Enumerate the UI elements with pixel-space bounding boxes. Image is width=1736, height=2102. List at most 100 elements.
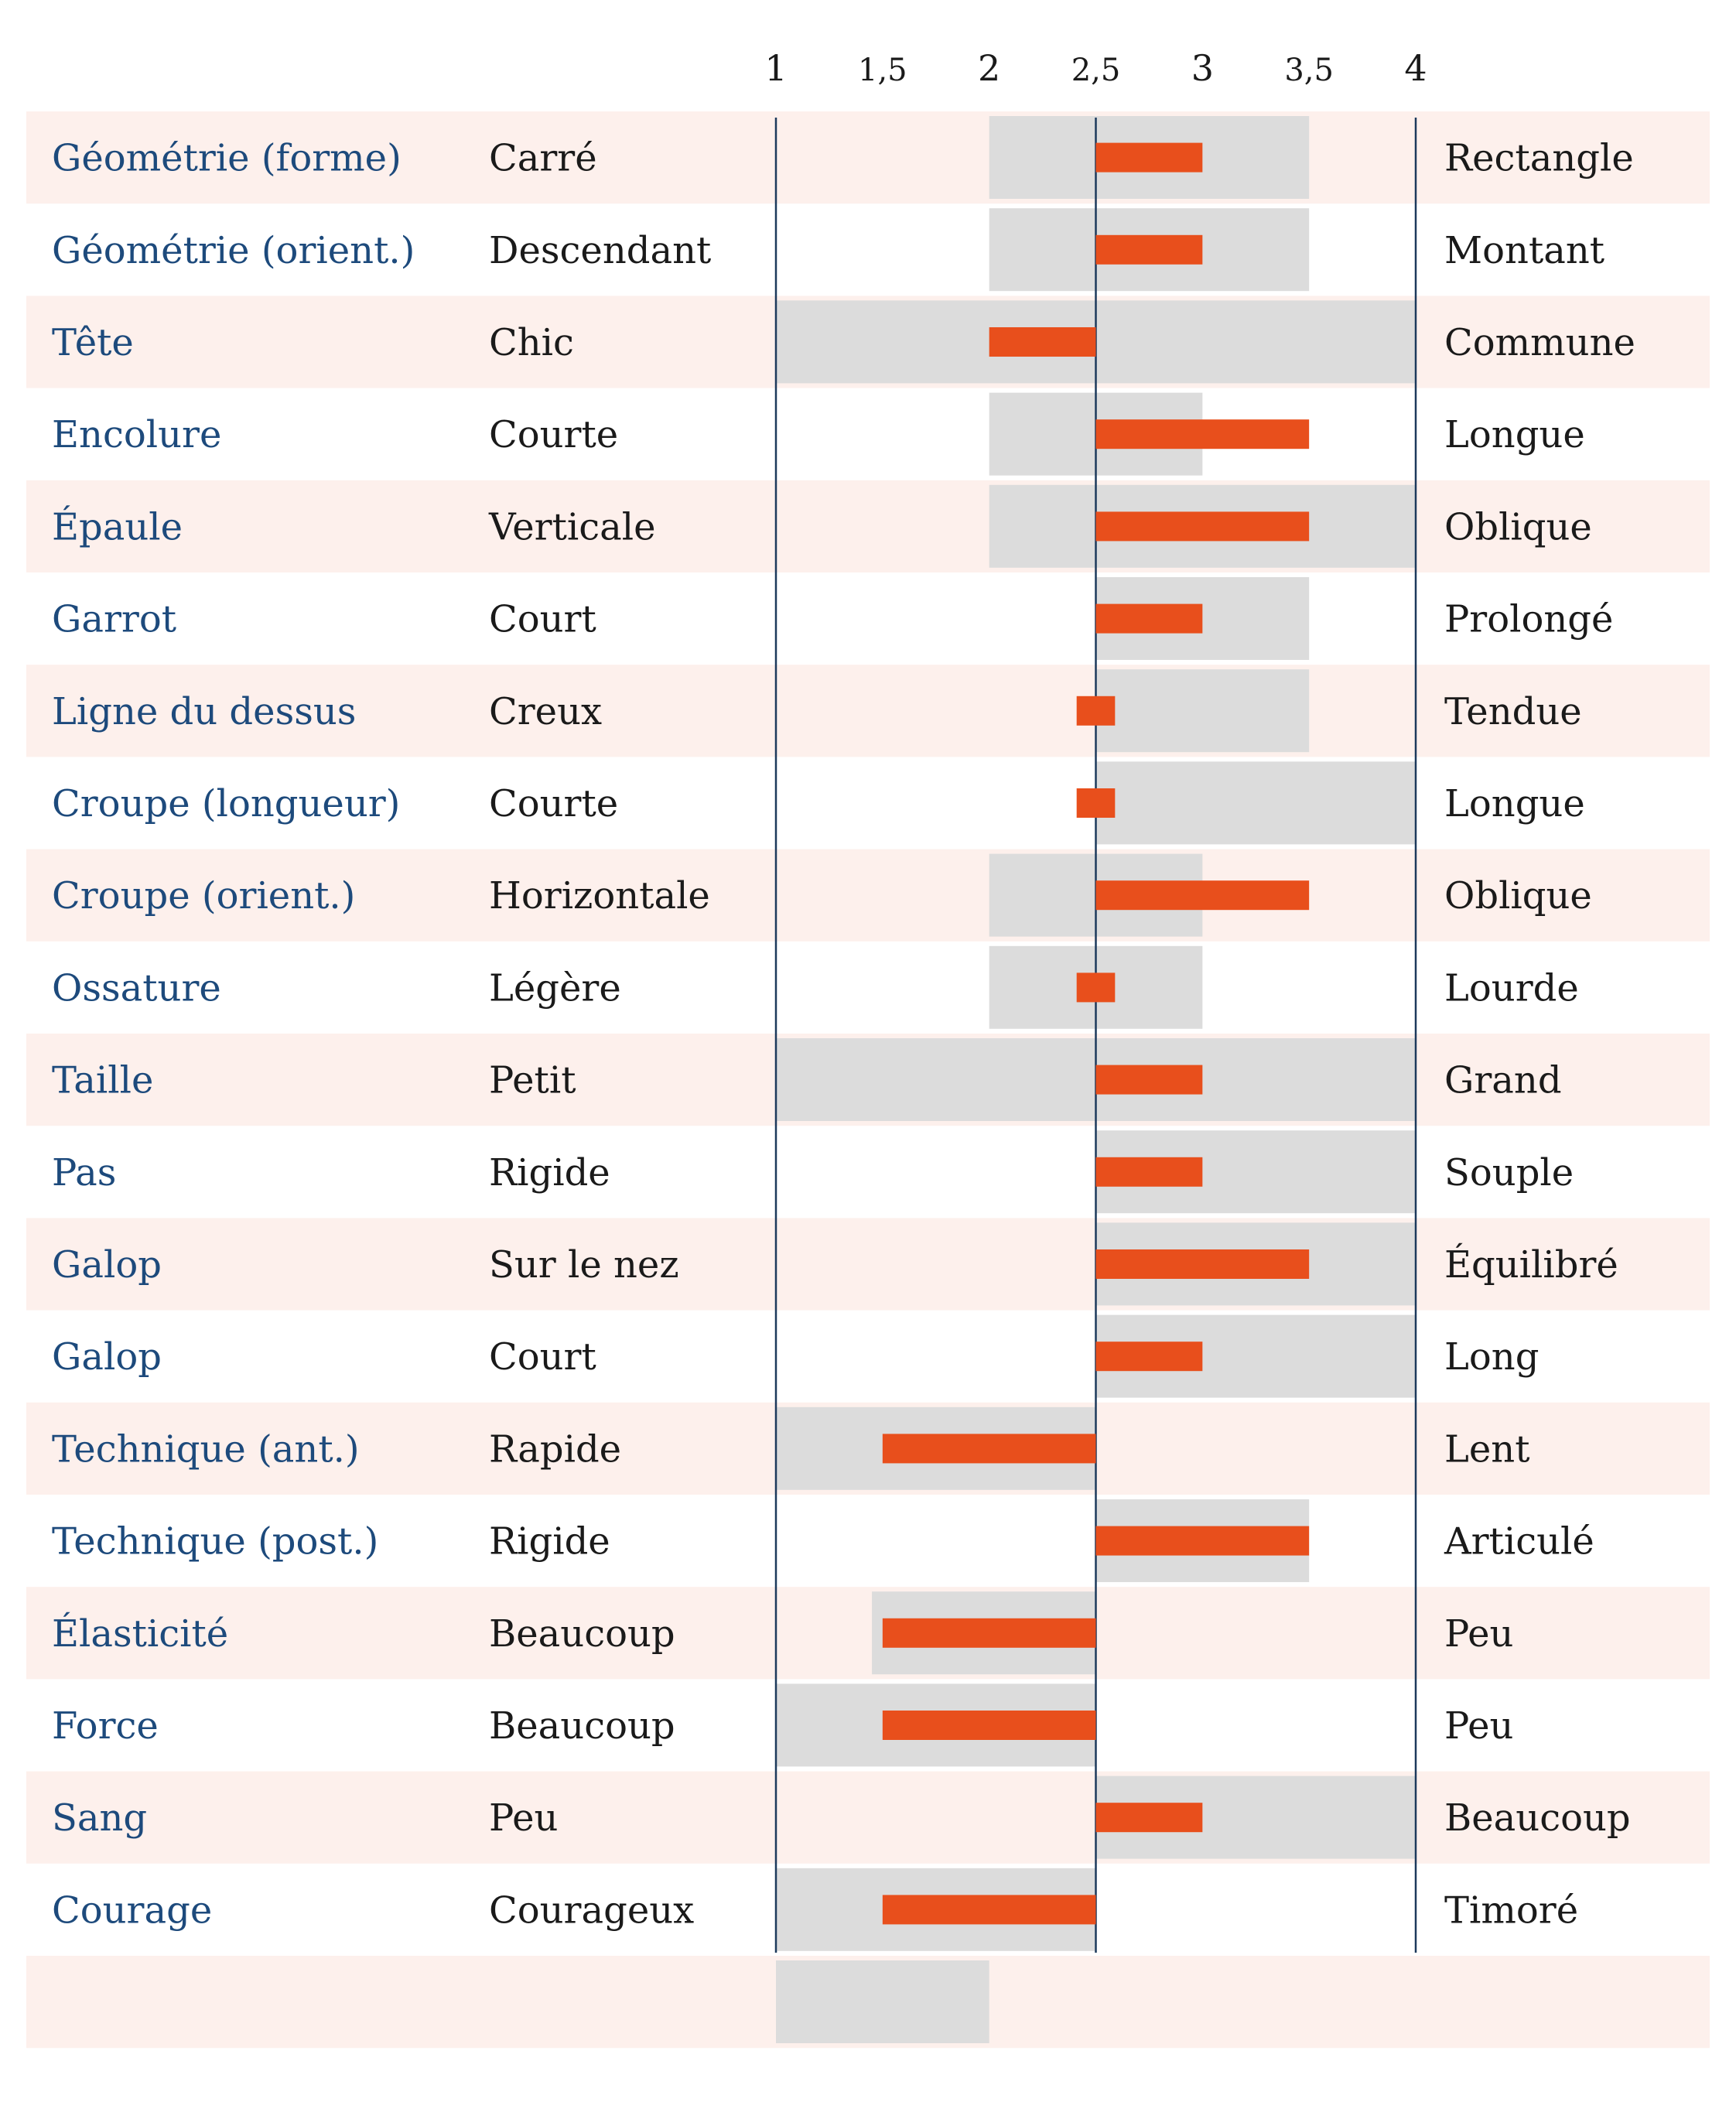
row-background	[26, 1771, 1710, 1864]
trait-label: Géométrie (forme)	[52, 137, 402, 180]
tick-label: 3,5	[1284, 53, 1334, 88]
range-band	[1095, 761, 1416, 845]
value-bar	[1095, 880, 1310, 911]
left-pole-label: Peu	[489, 1796, 558, 1840]
value-bar	[1095, 1157, 1203, 1187]
value-bar	[1095, 234, 1203, 265]
right-pole-label: Rectangle	[1444, 137, 1634, 180]
left-pole-label: Courte	[489, 413, 618, 456]
left-pole-label: Court	[489, 1335, 596, 1379]
right-pole-label: Long	[1444, 1335, 1539, 1379]
value-bar	[1076, 696, 1116, 726]
left-pole-label: Court	[489, 598, 596, 641]
trait-label: Pas	[52, 1151, 116, 1195]
value-bar	[1095, 419, 1310, 449]
trait-label: Sang	[52, 1796, 147, 1840]
value-bar	[1095, 603, 1203, 634]
right-pole-label: Équilibré	[1444, 1242, 1618, 1287]
right-pole-label: Peu	[1444, 1612, 1513, 1656]
trait-label: Ossature	[52, 966, 221, 1010]
left-pole-label: Beaucoup	[489, 1704, 675, 1748]
trait-label: Élasticité	[52, 1612, 228, 1656]
value-bar	[882, 1895, 1096, 1925]
trait-label: Taille	[52, 1059, 153, 1102]
value-bar	[1095, 1803, 1203, 1833]
trait-label: Garrot	[52, 598, 176, 641]
bar-layer	[882, 142, 1310, 1925]
value-bar	[882, 1618, 1096, 1648]
row-background	[26, 480, 1710, 572]
right-pole-label: Souple	[1444, 1151, 1574, 1195]
value-bar	[1095, 1249, 1310, 1279]
right-pole-label: Lourde	[1444, 966, 1579, 1010]
right-pole-label: Grand	[1444, 1059, 1562, 1102]
left-pole-label: Creux	[489, 690, 602, 733]
left-pole-label: Courte	[489, 782, 618, 825]
row-label-layer: Géométrie (forme) Carré Rectangle Géométrie…	[52, 137, 1635, 1933]
right-pole-label: Montant	[1444, 229, 1604, 272]
right-pole-label: Longue	[1444, 782, 1585, 825]
trait-label: Géométrie (orient.)	[52, 229, 415, 272]
left-pole-label: Carré	[489, 137, 597, 180]
right-pole-label: Prolongé	[1444, 598, 1613, 641]
value-bar	[1095, 1526, 1310, 1556]
right-pole-label: Longue	[1444, 413, 1585, 456]
row-background	[26, 849, 1710, 942]
trait-label: Force	[52, 1704, 159, 1748]
trait-label: Croupe (orient.)	[52, 874, 355, 918]
value-bar	[1076, 788, 1116, 818]
row-background	[26, 111, 1710, 204]
right-pole-label: Commune	[1444, 321, 1635, 364]
row-background	[26, 1587, 1710, 1680]
left-pole-label: Beaucoup	[489, 1612, 675, 1656]
right-pole-label: Oblique	[1444, 874, 1592, 918]
tick-label-layer: 1 1,5 2 2,5 3 3,5 4	[764, 47, 1427, 89]
tick-label: 1,5	[858, 53, 907, 88]
right-pole-label: Articulé	[1444, 1520, 1594, 1564]
tick-label: 2	[978, 47, 1000, 89]
right-pole-label: Lent	[1444, 1427, 1529, 1471]
trait-label: Ligne du dessus	[52, 690, 356, 733]
trait-label: Galop	[52, 1335, 162, 1379]
trait-label: Encolure	[52, 413, 221, 456]
left-pole-label: Horizontale	[489, 874, 710, 918]
value-bar	[1076, 972, 1116, 1003]
row-background	[26, 1218, 1710, 1311]
trait-label: Technique (ant.)	[52, 1427, 360, 1471]
tick-label: 3	[1191, 47, 1214, 89]
tick-label: 4	[1404, 47, 1427, 89]
tick-label: 1	[764, 47, 787, 89]
left-pole-label: Rigide	[489, 1151, 610, 1195]
value-bar	[1095, 1342, 1203, 1372]
trait-label: Tête	[52, 321, 134, 364]
right-pole-label: Beaucoup	[1444, 1796, 1631, 1840]
left-pole-label: Chic	[489, 321, 574, 364]
right-pole-label: Timoré	[1444, 1888, 1578, 1932]
value-bar	[1095, 1065, 1203, 1095]
right-pole-label: Peu	[1444, 1704, 1513, 1748]
left-pole-label: Descendant	[489, 229, 711, 272]
value-bar	[1095, 142, 1203, 173]
left-pole-label: Rigide	[489, 1520, 610, 1564]
left-pole-label: Sur le nez	[489, 1243, 679, 1287]
left-pole-label: Rapide	[489, 1427, 621, 1471]
right-pole-label: Tendue	[1444, 690, 1582, 733]
value-bar	[882, 1434, 1096, 1464]
left-pole-label: Verticale	[488, 505, 656, 549]
right-pole-label: Oblique	[1444, 505, 1592, 549]
range-band	[776, 1960, 989, 2043]
row-background	[26, 665, 1710, 757]
trait-label: Technique (post.)	[52, 1520, 378, 1564]
value-bar	[882, 1711, 1096, 1740]
trait-label: Épaule	[52, 504, 183, 549]
trait-label: Courage	[52, 1888, 212, 1932]
left-pole-label: Petit	[489, 1059, 576, 1102]
range-band	[1095, 669, 1310, 753]
trait-label: Croupe (longueur)	[52, 782, 400, 825]
value-bar	[989, 327, 1096, 357]
left-pole-label: Courageux	[489, 1888, 694, 1932]
left-pole-label: Légère	[489, 966, 621, 1010]
tick-label: 2,5	[1071, 53, 1121, 88]
trait-label: Galop	[52, 1243, 162, 1287]
